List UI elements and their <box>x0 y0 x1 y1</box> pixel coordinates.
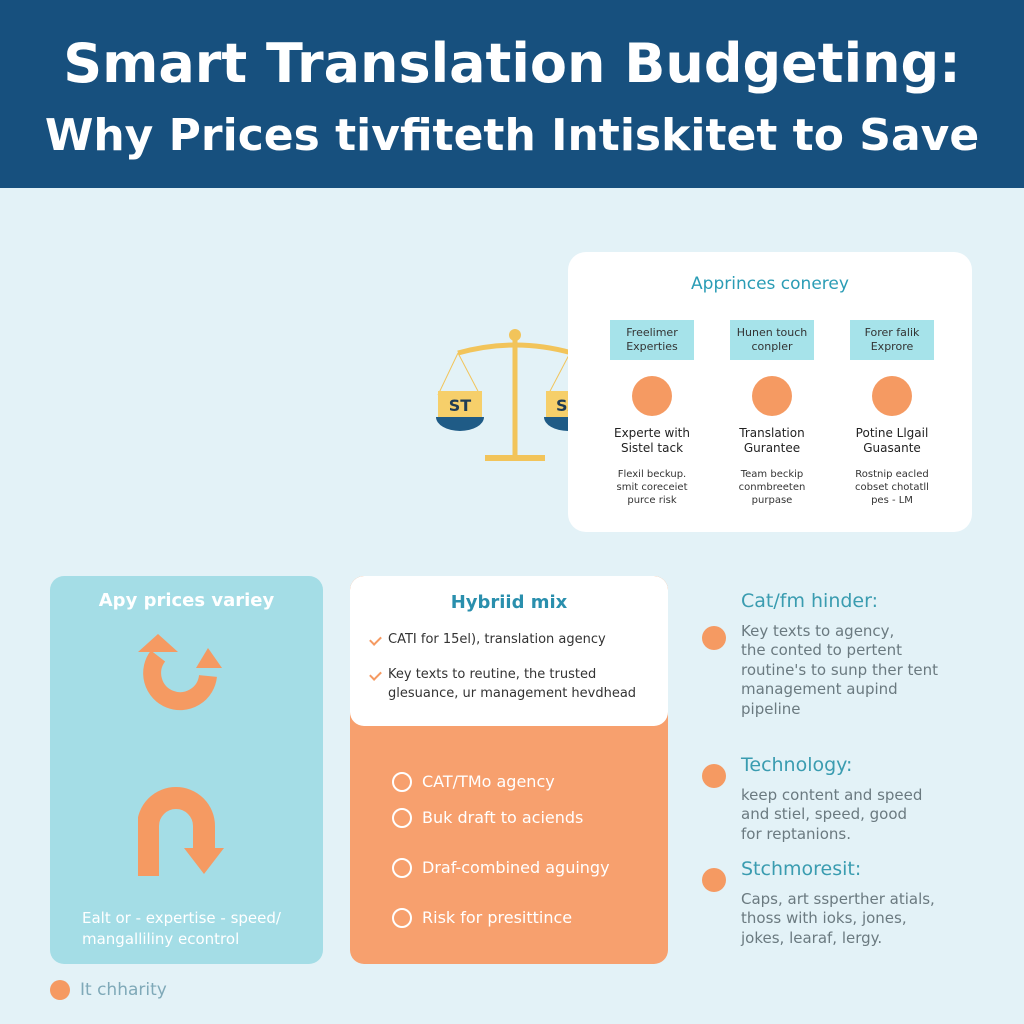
note-line: for reptanions. <box>741 824 851 843</box>
approach-column: Freelimer Experties Experte with Sistel tac… <box>592 320 712 507</box>
scale-left: ST <box>449 396 472 415</box>
card-title: Apy prices variey <box>98 590 275 611</box>
check-item: Key texts to reutine, the trusted glesuan… <box>369 665 637 703</box>
approach-icon <box>872 376 912 416</box>
approach-icon <box>752 376 792 416</box>
hybrid-item: Buk draft to aciends <box>392 808 610 858</box>
note-block: Technology: keep content and speed and sti… <box>741 754 923 844</box>
hybrid-item: CAT/TMo agency <box>392 772 610 808</box>
note-block: Cat/fm hinder: Key texts to agency, the co… <box>741 590 939 719</box>
note-line: management aupind <box>741 680 898 698</box>
note-icon <box>702 764 726 788</box>
tag-line: Freelimer <box>626 326 678 339</box>
legend-label: It chharity <box>80 980 167 1000</box>
approach-desc: Team beckip conmbreeten purpase <box>712 468 832 507</box>
hybrid-top: Hybriid mix CATI for 15el), translation … <box>350 576 668 726</box>
note-line: thoss with ioks, jones, <box>741 909 907 927</box>
footer-line: Ealt or - expertise - speed/ <box>82 909 281 927</box>
item-circle <box>392 808 412 828</box>
tag-line: Hunen touch <box>736 326 808 339</box>
approach-desc: Rostnip eacled cobset chotatll pes - LM <box>832 468 952 507</box>
desc-line: purpase <box>751 495 793 506</box>
legend-swatch <box>50 980 70 1000</box>
title: Smart Translation Budgeting: <box>63 32 961 95</box>
hybrid-title: Hybriid mix <box>450 592 568 613</box>
item-circle <box>392 908 412 928</box>
tag-line: Experties <box>626 340 678 353</box>
label-line: Potine Llgail <box>855 426 929 440</box>
label-line: Translation <box>739 426 805 440</box>
item-circle <box>392 858 412 878</box>
check-mark <box>369 668 382 681</box>
note-icon <box>702 626 726 650</box>
tag-line: Exprore <box>870 340 914 353</box>
note-icon <box>702 868 726 892</box>
card-footer: Ealt or - expertise - speed/ mangallilin… <box>82 908 281 950</box>
hybrid-card: Hybriid mix CATI for 15el), translation … <box>350 576 668 964</box>
approach-tag: Hunen touch conpler <box>730 320 814 360</box>
arrow-icons <box>138 634 224 876</box>
note-line: Caps, art ssperther atials, <box>741 889 935 908</box>
item-text: Buk draft to aciends <box>422 808 584 827</box>
desc-line: cobset chotatll <box>855 482 929 493</box>
note-line: routine's to sunp ther tent <box>741 660 939 679</box>
desc-line: purce risk <box>627 495 677 506</box>
tag-line: Forer falik <box>864 326 920 339</box>
item-text: Risk for presittince <box>422 908 573 927</box>
label-line: Sistel tack <box>620 441 684 455</box>
note-line: jokes, learaf, lergy. <box>741 928 883 947</box>
note-line: pipeline <box>741 699 801 718</box>
note-line: keep content and speed <box>741 785 923 804</box>
approach-column: Hunen touch conpler Translation Gurantee Tea… <box>712 320 832 507</box>
desc-line: conmbreeten <box>738 482 806 493</box>
desc-line: pes - LM <box>871 495 913 506</box>
check-line: glesuance, ur management hevdhead <box>388 686 637 701</box>
hybrid-item: Risk for presittince <box>392 908 610 944</box>
label-line: Guasante <box>863 441 921 455</box>
approach-label: Potine Llgail Guasante <box>832 426 952 456</box>
desc-line: Team beckip <box>740 469 804 480</box>
note-line: Key texts to agency, <box>741 621 895 640</box>
desc-line: Rostnip eacled <box>855 469 929 480</box>
header: Smart Translation Budgeting: Why Prices … <box>0 0 1024 188</box>
note-line: and stiel, speed, good <box>741 805 908 823</box>
note-block: Stchmoresit: Caps, art ssperther atials, t… <box>741 858 935 948</box>
approach-label: Translation Gurantee <box>712 426 832 456</box>
approach-icon <box>632 376 672 416</box>
label-line: Gurantee <box>743 441 801 455</box>
desc-line: Flexil beckup. <box>617 469 687 480</box>
left-card: Apy prices variey Ealt or - expertise - … <box>50 576 323 964</box>
check-item: CATI for 15el), translation agency <box>369 630 636 649</box>
hybrid-item: Draf-combined aguingy <box>392 858 610 908</box>
subtitle: Why Prices tivfiteth Intiskitet to Save <box>44 110 980 161</box>
approach-label: Experte with Sistel tack <box>592 426 712 456</box>
note-heading: Cat/fm hinder: <box>741 590 878 612</box>
approach-tag: Freelimer Experties <box>610 320 694 360</box>
desc-line: smit coreceiet <box>616 482 688 493</box>
approach-tag: Forer falik Exprore <box>850 320 934 360</box>
approach-desc: Flexil beckup. smit coreceiet purce risk <box>592 468 712 507</box>
approach-column: Forer falik Exprore Potine Llgail Guasante R… <box>832 320 952 507</box>
note-heading: Stchmoresit: <box>741 858 862 880</box>
approaches-panel: Apprinces conerey Freelimer Experties Expe… <box>568 252 972 532</box>
tag-line: conpler <box>751 340 793 353</box>
item-text: CAT/TMo agency <box>422 772 555 791</box>
item-text: Draf-combined aguingy <box>422 858 610 877</box>
note-heading: Technology: <box>741 754 853 776</box>
check-line: CATI for 15el), translation agency <box>388 632 606 647</box>
check-mark <box>369 633 382 646</box>
footer-line: mangalliliny econtrol <box>82 930 240 948</box>
note-line: the conted to pertent <box>741 641 902 659</box>
item-circle <box>392 772 412 792</box>
label-line: Experte with <box>614 426 690 440</box>
check-line: Key texts to reutine, the trusted <box>388 667 597 682</box>
panel-title: Apprinces conerey <box>691 274 849 294</box>
